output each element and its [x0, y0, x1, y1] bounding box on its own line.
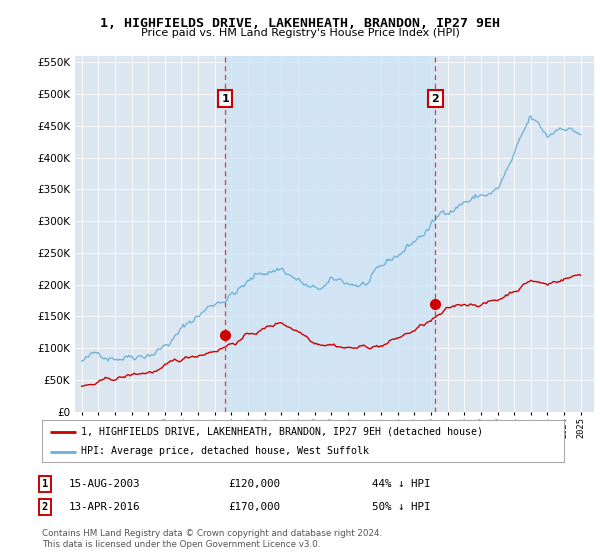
Text: Price paid vs. HM Land Registry's House Price Index (HPI): Price paid vs. HM Land Registry's House …	[140, 28, 460, 38]
Text: 1, HIGHFIELDS DRIVE, LAKENHEATH, BRANDON, IP27 9EH (detached house): 1, HIGHFIELDS DRIVE, LAKENHEATH, BRANDON…	[81, 427, 483, 437]
Text: 15-AUG-2003: 15-AUG-2003	[69, 479, 140, 489]
Text: 13-APR-2016: 13-APR-2016	[69, 502, 140, 512]
Text: 2: 2	[431, 94, 439, 104]
Text: 1: 1	[221, 94, 229, 104]
Text: 1: 1	[42, 479, 48, 489]
Text: HPI: Average price, detached house, West Suffolk: HPI: Average price, detached house, West…	[81, 446, 369, 456]
Text: £170,000: £170,000	[228, 502, 280, 512]
Bar	[225, 56, 436, 412]
Text: £120,000: £120,000	[228, 479, 280, 489]
Text: Contains HM Land Registry data © Crown copyright and database right 2024.
This d: Contains HM Land Registry data © Crown c…	[42, 529, 382, 549]
Text: 2: 2	[42, 502, 48, 512]
Text: 50% ↓ HPI: 50% ↓ HPI	[372, 502, 431, 512]
Text: 44% ↓ HPI: 44% ↓ HPI	[372, 479, 431, 489]
Text: 1, HIGHFIELDS DRIVE, LAKENHEATH, BRANDON, IP27 9EH: 1, HIGHFIELDS DRIVE, LAKENHEATH, BRANDON…	[100, 17, 500, 30]
